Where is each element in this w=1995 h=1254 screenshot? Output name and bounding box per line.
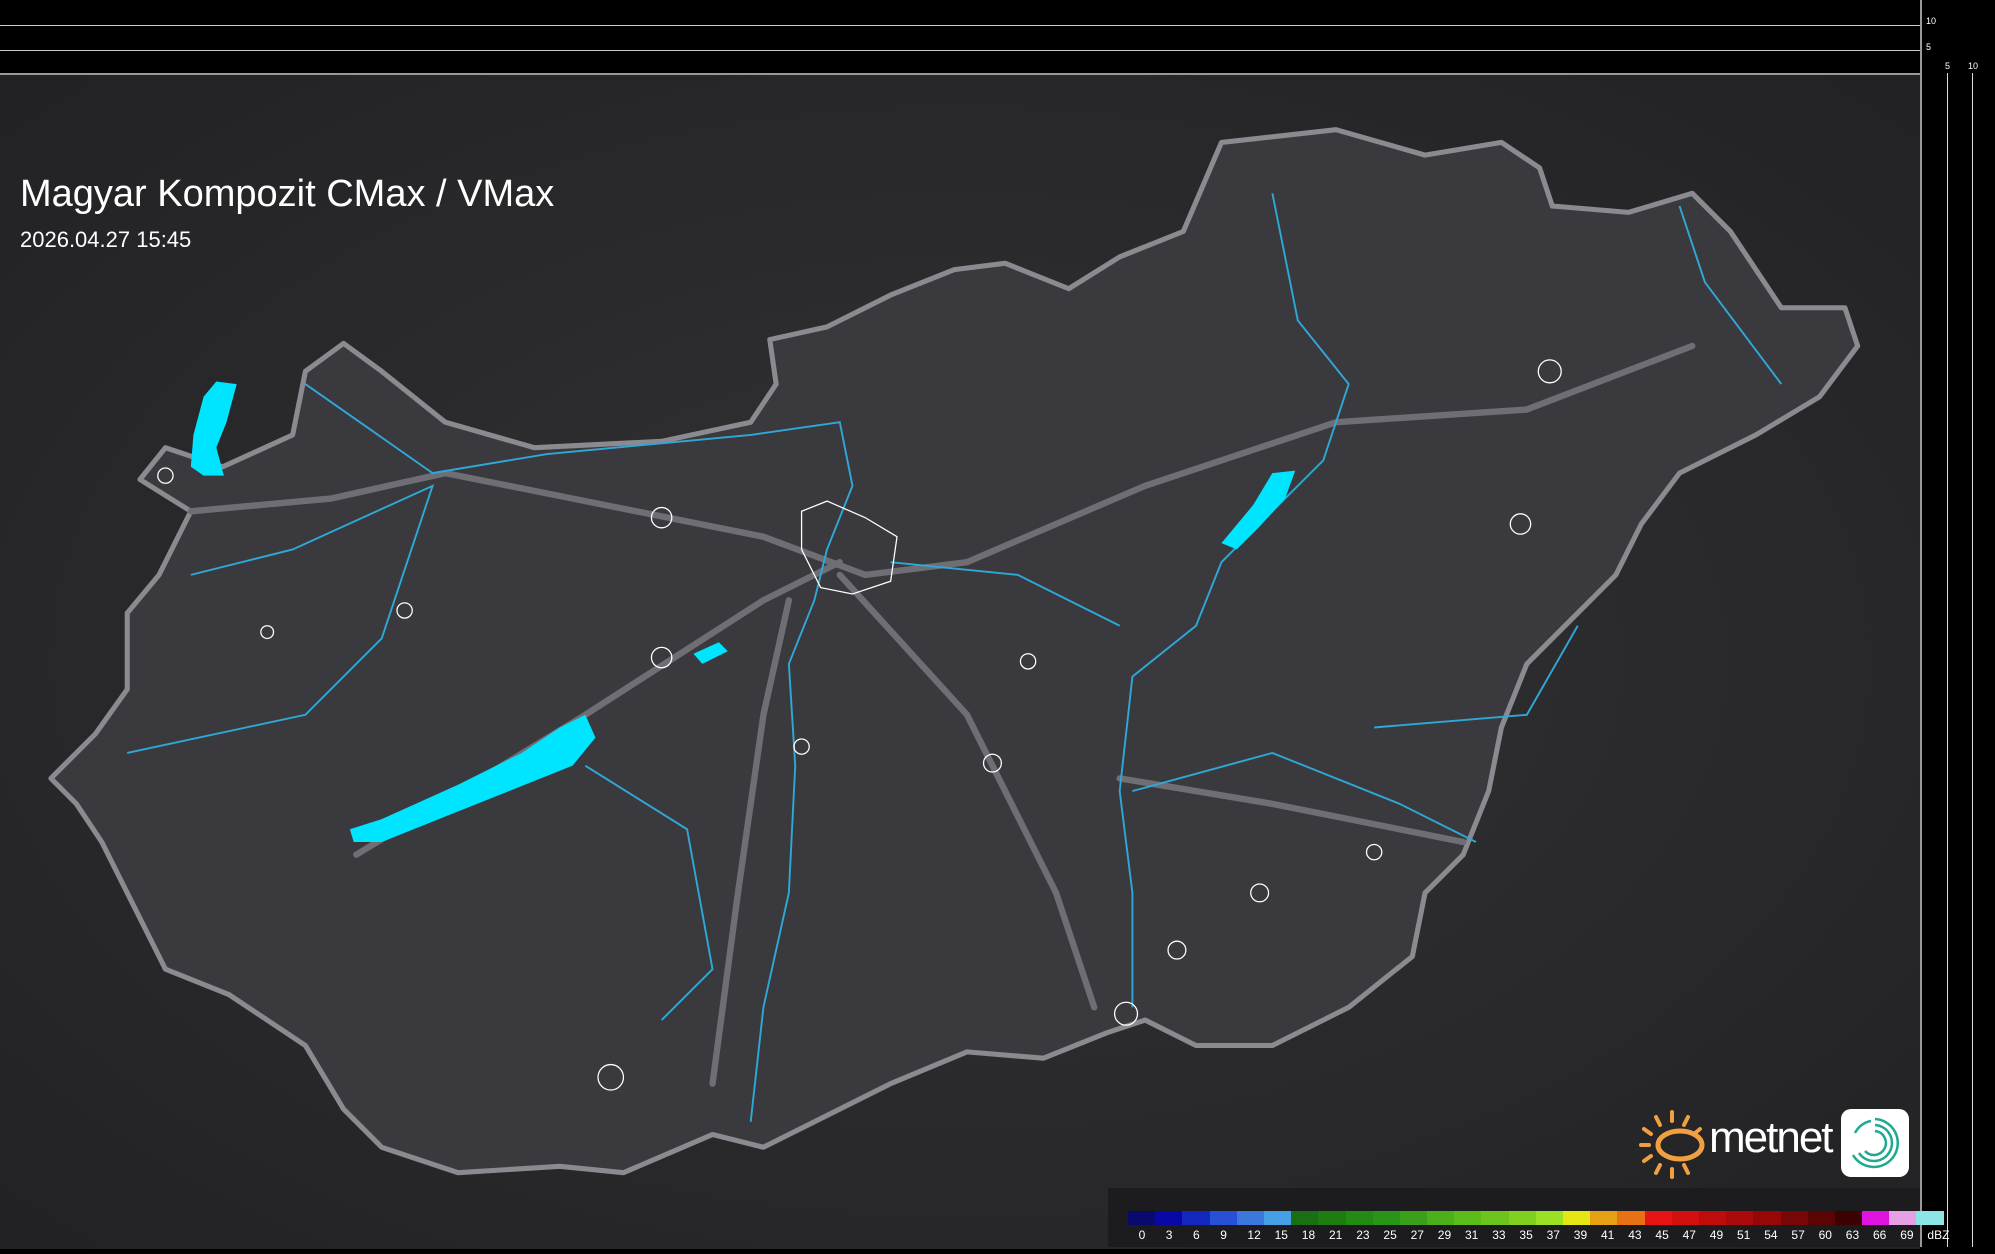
logo-text: metnet [1709, 1113, 1834, 1162]
legend-color-cell [1780, 1211, 1808, 1225]
danube-river [304, 383, 854, 1122]
legend-color-cell [1427, 1211, 1455, 1225]
legend-color-cell [1753, 1211, 1781, 1225]
legend-tick-label: 23 [1356, 1228, 1370, 1242]
hungary-country [48, 127, 1861, 1176]
scale-line-5 [1947, 73, 1948, 1247]
legend-color-cell [1644, 1211, 1672, 1225]
vertical-tick-label: 5 [1926, 42, 1932, 52]
lake-balaton [349, 714, 596, 842]
budapest [800, 500, 898, 595]
legend-tick-label: 54 [1764, 1228, 1778, 1242]
map-timestamp: 2026.04.27 15:45 [20, 227, 192, 252]
legend-tick-label: 15 [1274, 1228, 1288, 1242]
settlements [157, 359, 1562, 1091]
legend-color-cell [1318, 1211, 1346, 1225]
legend-color-bar [1128, 1211, 1944, 1225]
legend-color-cell [1671, 1211, 1699, 1225]
legend-color-cell [1209, 1211, 1237, 1225]
legend-tick-label: 69 [1900, 1228, 1914, 1242]
legend-tick-label: 3 [1165, 1228, 1173, 1242]
legend-tick-label: 60 [1818, 1228, 1832, 1242]
legend-color-cell [1862, 1211, 1890, 1225]
legend-color-cell [1155, 1211, 1183, 1225]
lake-neusiedl [190, 381, 237, 476]
lake-velence [693, 642, 728, 664]
lake-tisza [1221, 470, 1296, 550]
legend-tick-label: 45 [1655, 1228, 1669, 1242]
legend-color-cell [1726, 1211, 1754, 1225]
legend-color-cell [1617, 1211, 1645, 1225]
legend-tick-label: 63 [1845, 1228, 1860, 1242]
legend-color-cell [1128, 1211, 1156, 1225]
legend-color-cell [1535, 1211, 1563, 1225]
legend-color-cell [1508, 1211, 1536, 1225]
map-title: Magyar Kompozit CMax / VMax [20, 173, 555, 215]
legend-tick-label: 21 [1329, 1228, 1343, 1242]
lakes [190, 381, 1296, 842]
right-profile-strip: 10 5 5 10 [1920, 0, 1995, 1247]
scale-line-10 [1972, 73, 1973, 1247]
legend-color-cell [1236, 1211, 1264, 1225]
legend-tick-label: 43 [1628, 1228, 1642, 1242]
legend-tick-label: 27 [1410, 1228, 1424, 1242]
legend-tick-label: 41 [1601, 1228, 1615, 1242]
legend-color-cell [1889, 1211, 1917, 1225]
legend-color-cell [1807, 1211, 1835, 1225]
vertical-tick-label: 10 [1926, 16, 1937, 26]
sun-logo-icon [1639, 1110, 1705, 1179]
legend-color-cell [1563, 1211, 1591, 1225]
legend-color-cell [1916, 1211, 1944, 1225]
top-profile-band [0, 0, 1920, 73]
legend-color-cell [1372, 1211, 1400, 1225]
legend-tick-label: 47 [1682, 1228, 1696, 1242]
legend-color-cell [1291, 1211, 1319, 1225]
app-swirl-icon [1841, 1109, 1909, 1177]
legend-color-cell [1698, 1211, 1727, 1225]
horizontal-tick-label: 5 [1945, 61, 1951, 71]
legend-color-cell [1182, 1211, 1210, 1225]
legend-tick-label: 57 [1791, 1228, 1805, 1242]
legend-tick-label: 66 [1873, 1228, 1887, 1242]
metnet-logo: metnet [1636, 1107, 1911, 1182]
legend-tick-label: 18 [1301, 1228, 1316, 1242]
legend-tick-label: 33 [1492, 1228, 1506, 1242]
legend-color-cell [1590, 1211, 1618, 1225]
legend-tick-label: 31 [1465, 1228, 1479, 1242]
legend-tick-label: 6 [1193, 1228, 1200, 1242]
legend-tick-label: 51 [1737, 1228, 1751, 1242]
legend-tick-label: 0 [1138, 1228, 1146, 1242]
legend-labels: 0 3 6 9 12 15 18 21 23 25 27 29 31 33 35 37 39 41 43 45 47 49… [1128, 1228, 1950, 1244]
legend-tick-label: 35 [1519, 1228, 1533, 1242]
legend-color-cell [1481, 1211, 1509, 1225]
horizontal-tick-label: 10 [1968, 61, 1979, 71]
legend-color-cell [1399, 1211, 1428, 1225]
scale-line-5 [0, 50, 1920, 51]
legend-unit-label: dBZ [1927, 1228, 1950, 1242]
legend-color-cell [1263, 1211, 1292, 1225]
legend-tick-label: 25 [1383, 1228, 1397, 1242]
legend-tick-label: 37 [1546, 1228, 1560, 1242]
legend-tick-label: 9 [1220, 1228, 1227, 1242]
legend-tick-label: 39 [1573, 1228, 1588, 1242]
legend-color-cell [1454, 1211, 1482, 1225]
radar-map[interactable]: Magyar Kompozit CMax / VMax 2026.04.27 1… [0, 73, 1920, 1249]
tisza-river [1118, 193, 1350, 1008]
legend-color-cell [1834, 1211, 1863, 1225]
legend-tick-label: 49 [1709, 1228, 1724, 1242]
legend-color-cell [1345, 1211, 1373, 1225]
hungary-map-svg [0, 75, 1920, 1249]
legend-tick-label: 29 [1437, 1228, 1452, 1242]
legend-tick-label: 12 [1247, 1228, 1261, 1242]
rivers [127, 193, 1783, 1122]
scale-line-10 [0, 25, 1920, 26]
dbz-color-legend: 0 3 6 9 12 15 18 21 23 25 27 29 31 33 35 37 39 41 43 45 47 49… [1108, 1188, 1950, 1247]
